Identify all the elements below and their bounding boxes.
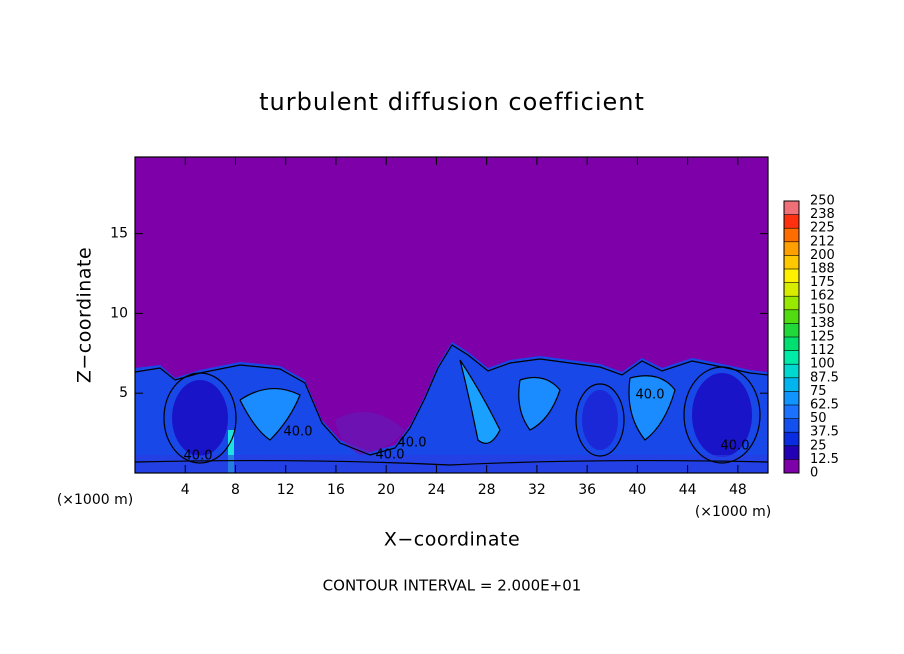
plot-frame	[134, 156, 769, 474]
field-shape	[240, 388, 300, 440]
field-shape	[460, 360, 500, 444]
x-tick-label: 16	[327, 482, 345, 498]
annotation: CONTOUR INTERVAL = 2.000E+01	[323, 577, 582, 595]
field	[134, 157, 769, 473]
colorbar-tick-label: 75	[810, 384, 827, 399]
field-shape	[335, 412, 405, 455]
colorbar-bin	[784, 432, 799, 446]
colorbar-tick-label: 0	[810, 466, 818, 481]
colorbar-bin	[784, 201, 799, 215]
colorbar-tick-label: 100	[810, 357, 835, 372]
colorbar-bin	[784, 377, 799, 392]
y-axis-unit: (×1000 m)	[57, 492, 133, 508]
chart-title: turbulent diffusion coefficient	[259, 88, 645, 116]
colorbar-tick-label: 125	[810, 330, 835, 345]
x-tick-label: 12	[277, 482, 295, 498]
colorbar-tick-label: 162	[810, 289, 835, 304]
colorbar-bin	[784, 337, 799, 351]
colorbar-bin	[784, 214, 799, 229]
colorbar-tick-label: 112	[810, 343, 835, 358]
colorbar-tick-label: 188	[810, 262, 835, 277]
x-axis-label: X−coordinate	[384, 529, 520, 551]
y-tick-label: 10	[110, 305, 128, 321]
x-tick-label: 40	[628, 482, 646, 498]
contour-label: 40.0	[721, 439, 750, 454]
colorbar-tick-label: 37.5	[810, 425, 839, 440]
x-tick-label: 32	[528, 482, 546, 498]
colorbar-tick-label: 25	[810, 438, 827, 453]
colorbar-bin	[784, 364, 799, 378]
colorbar-tick-label: 175	[810, 275, 835, 290]
field-shape	[629, 375, 675, 440]
colorbar-tick-label: 225	[810, 221, 835, 236]
field-shape	[518, 377, 560, 430]
colorbar-bin	[784, 323, 799, 337]
x-tick-label: 24	[428, 482, 446, 498]
x-tick-label: 8	[231, 482, 240, 498]
x-tick-label: 44	[679, 482, 697, 498]
colorbar-bin	[784, 405, 799, 419]
colorbar-tick-label: 250	[810, 194, 835, 209]
contour-label: 40.0	[636, 388, 665, 403]
colorbar-tick-label: 238	[810, 207, 835, 222]
colorbar-tick-label: 212	[810, 234, 835, 249]
field-shape	[228, 430, 234, 473]
colorbar-tick-label: 200	[810, 248, 835, 263]
contour-label: 40.0	[376, 448, 405, 463]
field-shape	[582, 390, 618, 450]
contour-label: 40.0	[184, 449, 213, 464]
colorbar-bin	[784, 269, 799, 283]
colorbar-bin	[784, 459, 799, 473]
x-tick-label: 4	[181, 482, 190, 498]
colorbar-bin	[784, 228, 799, 242]
y-tick-label: 15	[110, 226, 128, 242]
x-tick-label: 28	[478, 482, 496, 498]
colorbar-tick-label: 62.5	[810, 398, 839, 413]
x-tick-label: 48	[729, 482, 747, 498]
colorbar-bin	[784, 241, 799, 256]
colorbar-bin	[784, 255, 799, 269]
colorbar-bin	[784, 296, 799, 310]
field-shape	[692, 373, 752, 457]
colorbar-tick-label: 12.5	[810, 452, 839, 467]
x-tick-label: 36	[578, 482, 596, 498]
colorbar-bin	[784, 445, 799, 460]
contour-lines	[134, 344, 769, 466]
colorbar-bin	[784, 418, 799, 433]
y-tick-label: 5	[119, 385, 128, 401]
contour-label: 40.0	[398, 436, 427, 451]
x-axis-unit: (×1000 m)	[695, 504, 771, 520]
x-tick-label: 20	[377, 482, 395, 498]
colorbar-tick-label: 87.5	[810, 370, 839, 385]
colorbar-tick-label: 50	[810, 411, 827, 426]
field-shape	[135, 455, 768, 473]
colorbar-bin	[784, 391, 799, 405]
colorbar-tick-label: 138	[810, 316, 835, 331]
field-shape	[172, 380, 228, 456]
colorbar-bin	[784, 350, 799, 365]
colorbar-tick-label: 150	[810, 302, 835, 317]
y-axis-label: Z−coordinate	[74, 247, 96, 383]
colorbar-bin	[784, 282, 799, 297]
contour-label: 40.0	[284, 425, 313, 440]
colorbar-bin	[784, 309, 799, 324]
